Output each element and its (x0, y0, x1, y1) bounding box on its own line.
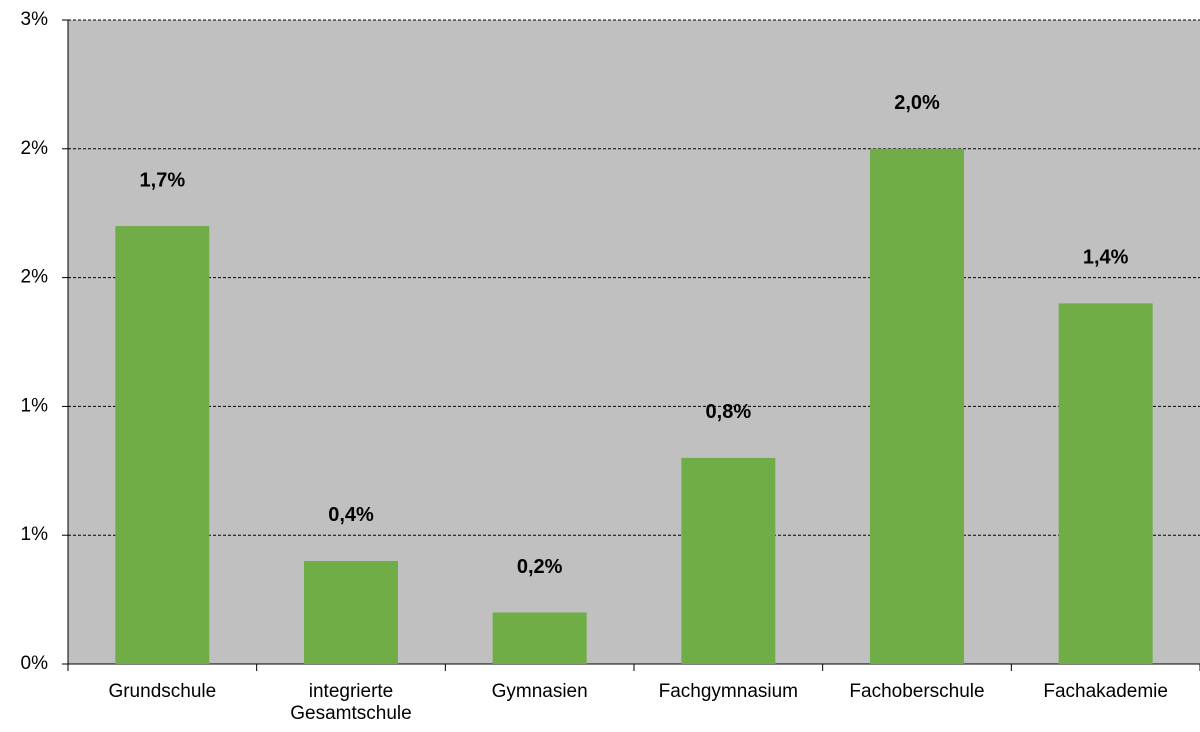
x-tick-label: Fachakademie (1043, 681, 1168, 702)
bar (304, 560, 398, 664)
y-tick-label: 2% (21, 138, 49, 159)
y-tick-label: 0% (21, 653, 49, 674)
data-label: 1,4% (1083, 247, 1129, 269)
x-tick-label: integrierte Gesamtschule (290, 681, 412, 724)
bar (115, 226, 210, 664)
data-label: 2,0% (894, 92, 940, 114)
data-label: 0,4% (328, 504, 374, 526)
bar (870, 148, 964, 665)
y-tick-label: 1% (21, 395, 49, 416)
x-tick-label: Fachgymnasium (658, 681, 799, 702)
y-tick-label: 2% (21, 267, 49, 288)
data-label: 0,8% (706, 401, 752, 423)
data-label: 0,2% (517, 556, 563, 578)
bar (1058, 303, 1153, 664)
y-tick-label: 3% (21, 9, 49, 30)
x-tick-label: Fachoberschule (849, 681, 985, 702)
plot-area (68, 20, 1200, 664)
bar (681, 457, 776, 664)
data-label: 1,7% (140, 169, 186, 191)
x-tick-label: Gymnasien (491, 681, 588, 702)
x-tick-label: Grundschule (108, 681, 217, 702)
bar (492, 612, 587, 664)
y-tick-label: 1% (21, 524, 49, 545)
